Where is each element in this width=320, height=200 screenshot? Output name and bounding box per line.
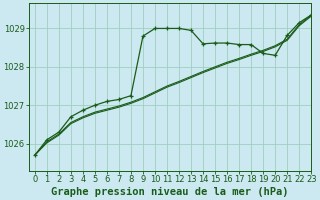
X-axis label: Graphe pression niveau de la mer (hPa): Graphe pression niveau de la mer (hPa) (51, 186, 289, 197)
